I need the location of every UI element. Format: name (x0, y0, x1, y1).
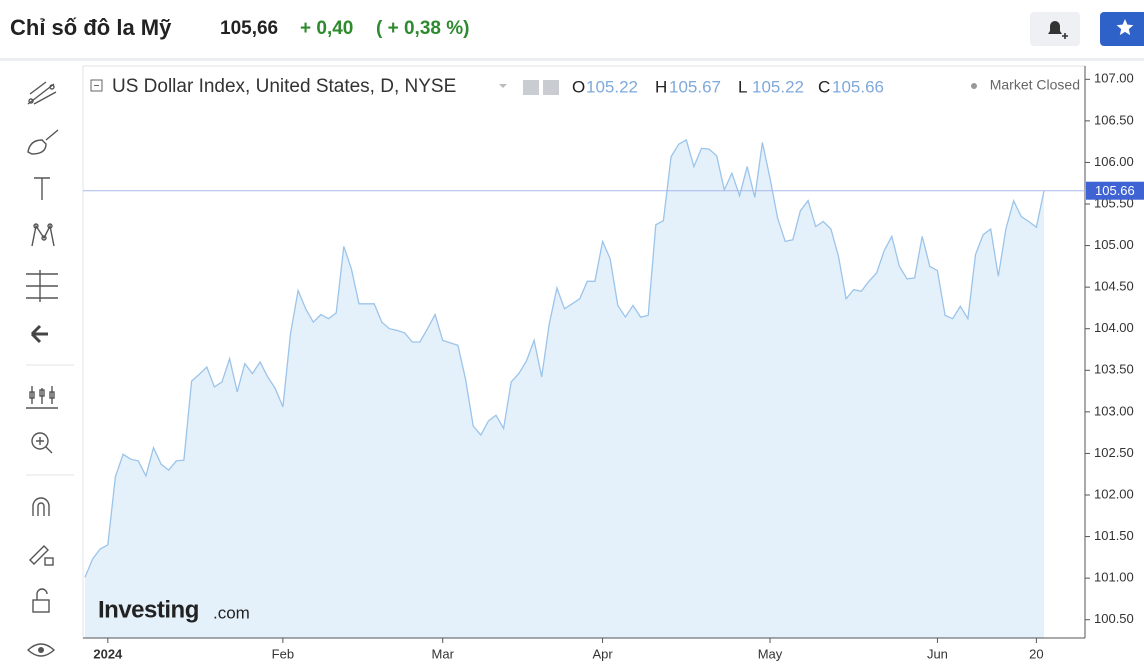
tool-zoom[interactable] (31, 432, 53, 454)
legend-header: US Dollar Index, United States, D, NYSE … (90, 76, 1080, 97)
tool-magnet[interactable] (32, 497, 50, 516)
watermark: Investing .com (98, 596, 250, 623)
tool-hide[interactable] (30, 324, 48, 344)
ohlc-value: 105.22 (752, 77, 804, 96)
ohlc-value: 105.67 (669, 77, 721, 96)
ohlc-value: 105.66 (832, 77, 884, 96)
tool-indicators[interactable] (26, 386, 58, 409)
y-tick-label: 106.00 (1094, 154, 1134, 169)
watermark-suffix: .com (213, 603, 250, 622)
x-tick-label: May (758, 646, 783, 661)
y-tick-label: 104.50 (1094, 279, 1134, 294)
line (84, 139, 1045, 578)
y-tick-label: 105.00 (1094, 237, 1134, 252)
ohlc-key: O (572, 77, 585, 96)
y-tick-label: 101.00 (1094, 570, 1134, 585)
change: + 0,40 (300, 18, 353, 39)
chart-title: US Dollar Index, United States, D, NYSE (112, 76, 456, 97)
tool-lock-drawings[interactable] (29, 545, 54, 566)
x-tick-label: 2024 (93, 646, 123, 661)
price-tag-label: 105.66 (1095, 183, 1135, 198)
tool-brush[interactable] (27, 129, 59, 155)
settings-icon[interactable] (543, 80, 559, 95)
y-tick-label: 103.50 (1094, 362, 1134, 377)
y-tick-label: 102.50 (1094, 445, 1134, 460)
ohlc-value: 105.22 (586, 77, 638, 96)
x-tick-label: Mar (432, 646, 455, 661)
ohlc-key: C (818, 77, 830, 96)
header-divider (0, 58, 1144, 61)
tool-unlock[interactable] (32, 588, 50, 613)
watchlist-button[interactable] (1100, 12, 1144, 46)
y-tick-label: 104.00 (1094, 320, 1134, 335)
price-tag (1086, 181, 1144, 200)
x-tick-label: 20 (1029, 646, 1043, 661)
price: 105,66 (220, 18, 278, 39)
tool-trend-line[interactable] (27, 81, 57, 105)
plot (84, 139, 1045, 638)
tool-visibility[interactable] (26, 643, 56, 657)
x-tick-label: Apr (592, 646, 613, 661)
alert-button[interactable] (1030, 12, 1080, 46)
tool-text[interactable] (34, 177, 50, 200)
y-tick-label: 102.00 (1094, 486, 1134, 501)
watermark-brand: Investing (98, 596, 199, 623)
y-tick-label: 101.50 (1094, 528, 1134, 543)
area-fill (85, 140, 1044, 638)
settings-icon[interactable] (523, 80, 539, 95)
tool-pattern[interactable] (31, 223, 55, 247)
y-tick-label: 107.00 (1094, 71, 1134, 86)
tool-fib[interactable] (26, 270, 58, 302)
status-dot (971, 83, 977, 89)
y-tick-label: 103.00 (1094, 403, 1134, 418)
change-percent: ( + 0,38 %) (376, 18, 469, 39)
y-tick-label: 106.50 (1094, 112, 1134, 127)
x-tick-label: Feb (272, 646, 294, 661)
symbol-dropdown[interactable] (499, 84, 507, 88)
page-title: Chỉ số đô la Mỹ (10, 15, 172, 40)
y-tick-label: 100.50 (1094, 611, 1134, 626)
ohlc-key: L (738, 77, 747, 96)
market-status: Market Closed (990, 77, 1080, 93)
ohlc-key: H (655, 77, 667, 96)
toolbar (26, 81, 74, 657)
x-tick-label: Jun (927, 646, 948, 661)
